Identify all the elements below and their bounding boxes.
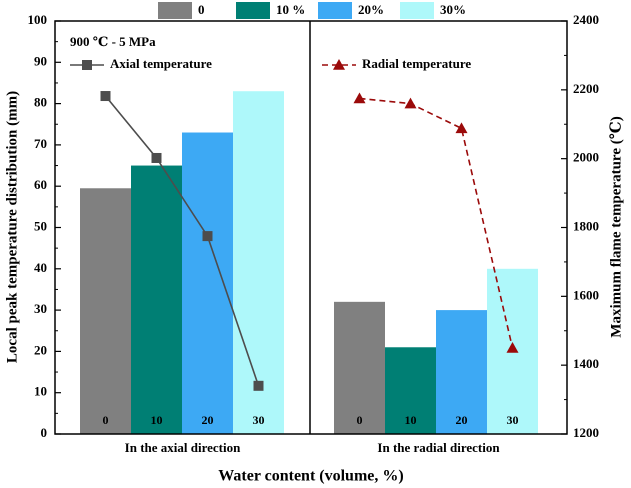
left-y-tick-label: 90 <box>34 53 47 68</box>
bar <box>131 165 182 435</box>
series-marker-square <box>202 231 213 242</box>
bar <box>182 132 233 434</box>
left-y-tick-label: 100 <box>28 12 48 27</box>
left-y-tick-label: 60 <box>34 177 47 192</box>
right-y-tick-label: 2200 <box>573 81 599 96</box>
panel-label: In the axial direction <box>125 440 241 455</box>
legend-label: 20% <box>358 2 384 17</box>
x-axis-title: Water content (volume, %) <box>218 468 403 485</box>
bar <box>334 301 385 434</box>
series-line <box>359 97 514 349</box>
category-tick-label: 30 <box>507 413 519 427</box>
right-y-tick-label: 1800 <box>573 218 599 233</box>
category-tick-label: 30 <box>253 413 265 427</box>
legend-swatch <box>400 2 434 19</box>
series-marker-triangle <box>353 92 366 104</box>
category-tick-label: 0 <box>103 413 109 427</box>
category-tick-label: 0 <box>357 413 363 427</box>
category-tick-label: 20 <box>202 413 214 427</box>
bar <box>233 91 284 435</box>
left-y-tick-label: 40 <box>34 260 47 275</box>
left-y-tick-label: 0 <box>41 425 48 440</box>
left-y-tick-label: 70 <box>34 136 47 151</box>
legend-swatch <box>158 2 192 19</box>
left-y-tick-label: 10 <box>34 384 47 399</box>
left-y-axis-title: Local peak temperature distribution (mm) <box>4 91 20 363</box>
right-y-tick-label: 1600 <box>573 287 599 302</box>
legend-label: 0 <box>198 2 205 17</box>
legend-swatch <box>236 2 270 19</box>
legend-label-radial: Radial temperature <box>362 56 471 71</box>
left-y-tick-label: 80 <box>34 95 47 110</box>
series-marker-triangle <box>506 341 519 353</box>
legend-label-axial: Axial temperature <box>110 56 212 71</box>
panel-label: In the radial direction <box>377 440 500 455</box>
left-y-tick-label: 30 <box>34 301 47 316</box>
series-marker-square <box>253 380 264 391</box>
category-tick-label: 10 <box>151 413 163 427</box>
legend-swatch <box>318 2 352 19</box>
series-marker-triangle <box>455 122 468 134</box>
bar <box>436 310 487 434</box>
series-line <box>104 95 260 387</box>
category-tick-label: 20 <box>456 413 468 427</box>
series-marker-square <box>151 152 162 163</box>
right-y-tick-label: 2400 <box>573 12 599 27</box>
legend-marker-axial <box>82 60 92 70</box>
legend-label: 30% <box>440 2 466 17</box>
left-y-tick-label: 20 <box>34 342 47 357</box>
condition-annotation: 900 ℃ - 5 MPa <box>70 34 156 49</box>
right-y-tick-label: 1400 <box>573 356 599 371</box>
right-y-axis-title: Maximum flame temperature (℃) <box>608 116 624 337</box>
left-y-tick-label: 50 <box>34 218 47 233</box>
series-marker-square <box>100 91 111 102</box>
legend-label: 10 % <box>276 2 305 17</box>
series-marker-triangle <box>404 97 417 109</box>
category-tick-label: 10 <box>405 413 417 427</box>
legend-marker-radial <box>333 59 345 70</box>
bar <box>80 188 131 434</box>
right-y-tick-label: 2000 <box>573 150 599 165</box>
bar <box>385 347 436 434</box>
right-y-tick-label: 1200 <box>573 425 599 440</box>
